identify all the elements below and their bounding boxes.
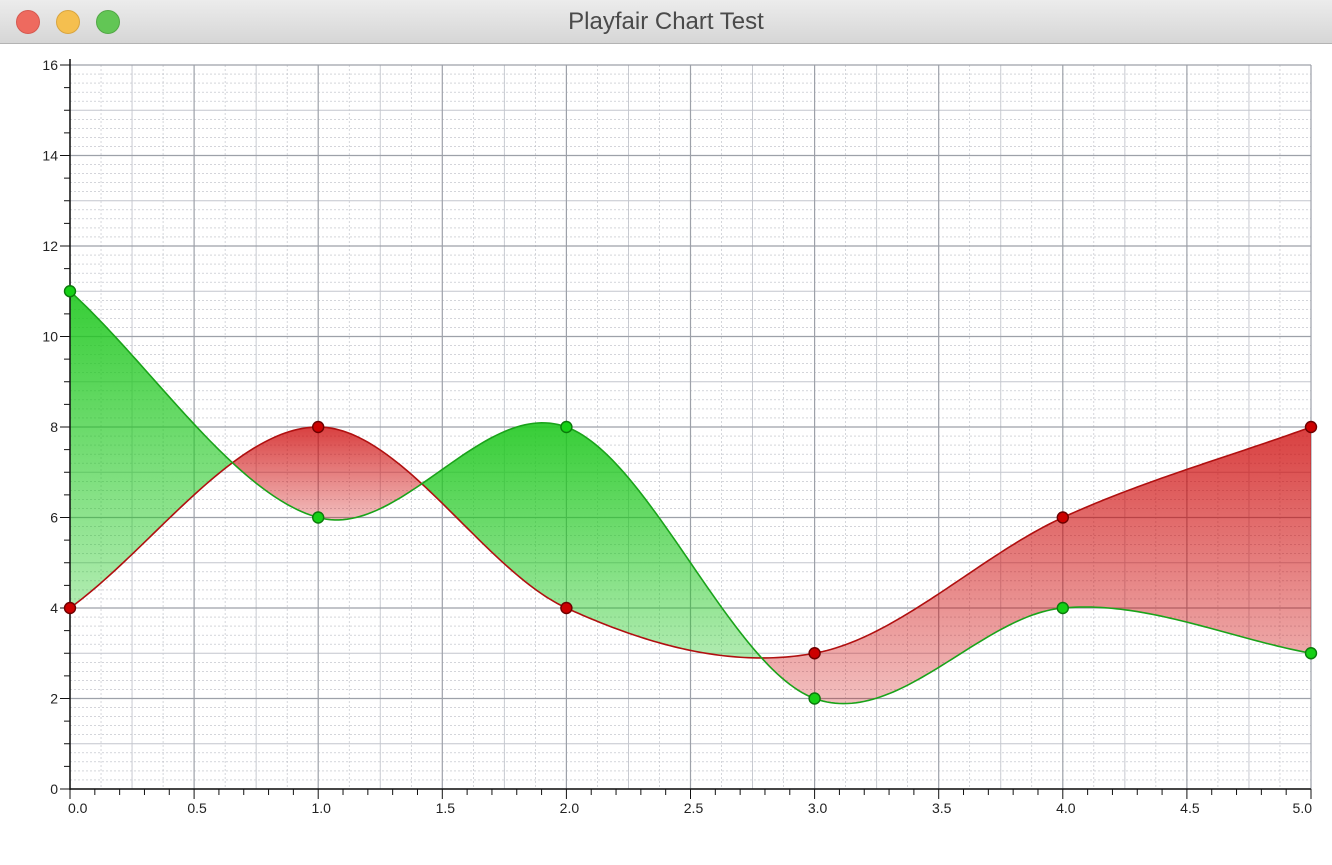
- x-tick-label: 4.0: [1056, 800, 1076, 816]
- y-tick-label: 14: [42, 148, 58, 164]
- series-lines: [70, 290, 1311, 705]
- close-button[interactable]: [16, 10, 40, 34]
- data-point-green: [1304, 647, 1318, 660]
- series-points: [63, 285, 1318, 705]
- area-fills: [70, 291, 1311, 704]
- grid: [69, 64, 1312, 790]
- data-point-green: [808, 692, 821, 705]
- series-line-green: [70, 290, 1311, 705]
- x-tick-label: 1.0: [311, 800, 331, 816]
- minimize-button[interactable]: [56, 10, 80, 34]
- y-tick-label: 12: [42, 238, 58, 254]
- y-tick-label: 2: [50, 691, 58, 707]
- area-green-above-red: [70, 291, 233, 608]
- chart-area: 0.0 0.5 1.0 1.5 2.0 2.5 3.0 3.5 4.0 4.5 5.0 0 2 4 6 8 10…: [0, 44, 1332, 860]
- y-tick-label: 6: [50, 510, 58, 526]
- data-point-green: [1056, 601, 1070, 615]
- x-tick-label: 0.5: [187, 800, 207, 816]
- data-point-red: [63, 601, 77, 615]
- y-tick-label: 8: [50, 419, 58, 435]
- data-point-red: [1056, 511, 1070, 524]
- window-title: Playfair Chart Test: [568, 8, 764, 35]
- y-tick-label: 16: [42, 57, 58, 73]
- x-tick-label: 1.5: [436, 800, 456, 816]
- x-tick-label: 5.0: [1293, 800, 1313, 816]
- data-point-red: [808, 647, 821, 660]
- x-tick-label: 0.0: [68, 800, 88, 816]
- x-tick-label: 3.0: [808, 800, 828, 816]
- y-tick-label: 4: [50, 600, 58, 616]
- x-tick-label: 2.0: [560, 800, 580, 816]
- area-green-above-red: [421, 422, 762, 658]
- data-point-red: [312, 420, 325, 434]
- series-line-red: [70, 426, 1311, 659]
- area-red-above-green: [761, 427, 1311, 704]
- x-tick-label: 2.5: [684, 800, 704, 816]
- y-tick-label: 10: [42, 329, 58, 345]
- x-tick-label: 3.5: [932, 800, 952, 816]
- title-bar[interactable]: Playfair Chart Test: [0, 0, 1332, 44]
- data-point-green: [312, 511, 325, 524]
- zoom-button[interactable]: [96, 10, 120, 34]
- data-point-green: [560, 420, 573, 434]
- data-point-green: [63, 285, 77, 298]
- y-tick-label: 0: [50, 781, 58, 797]
- x-tick-label: 4.5: [1180, 800, 1200, 816]
- chart: 0.0 0.5 1.0 1.5 2.0 2.5 3.0 3.5 4.0 4.5 5.0 0 2 4 6 8 10…: [42, 57, 1318, 816]
- area-red-above-green: [232, 427, 422, 520]
- data-point-red: [1304, 420, 1318, 434]
- data-point-red: [560, 601, 573, 615]
